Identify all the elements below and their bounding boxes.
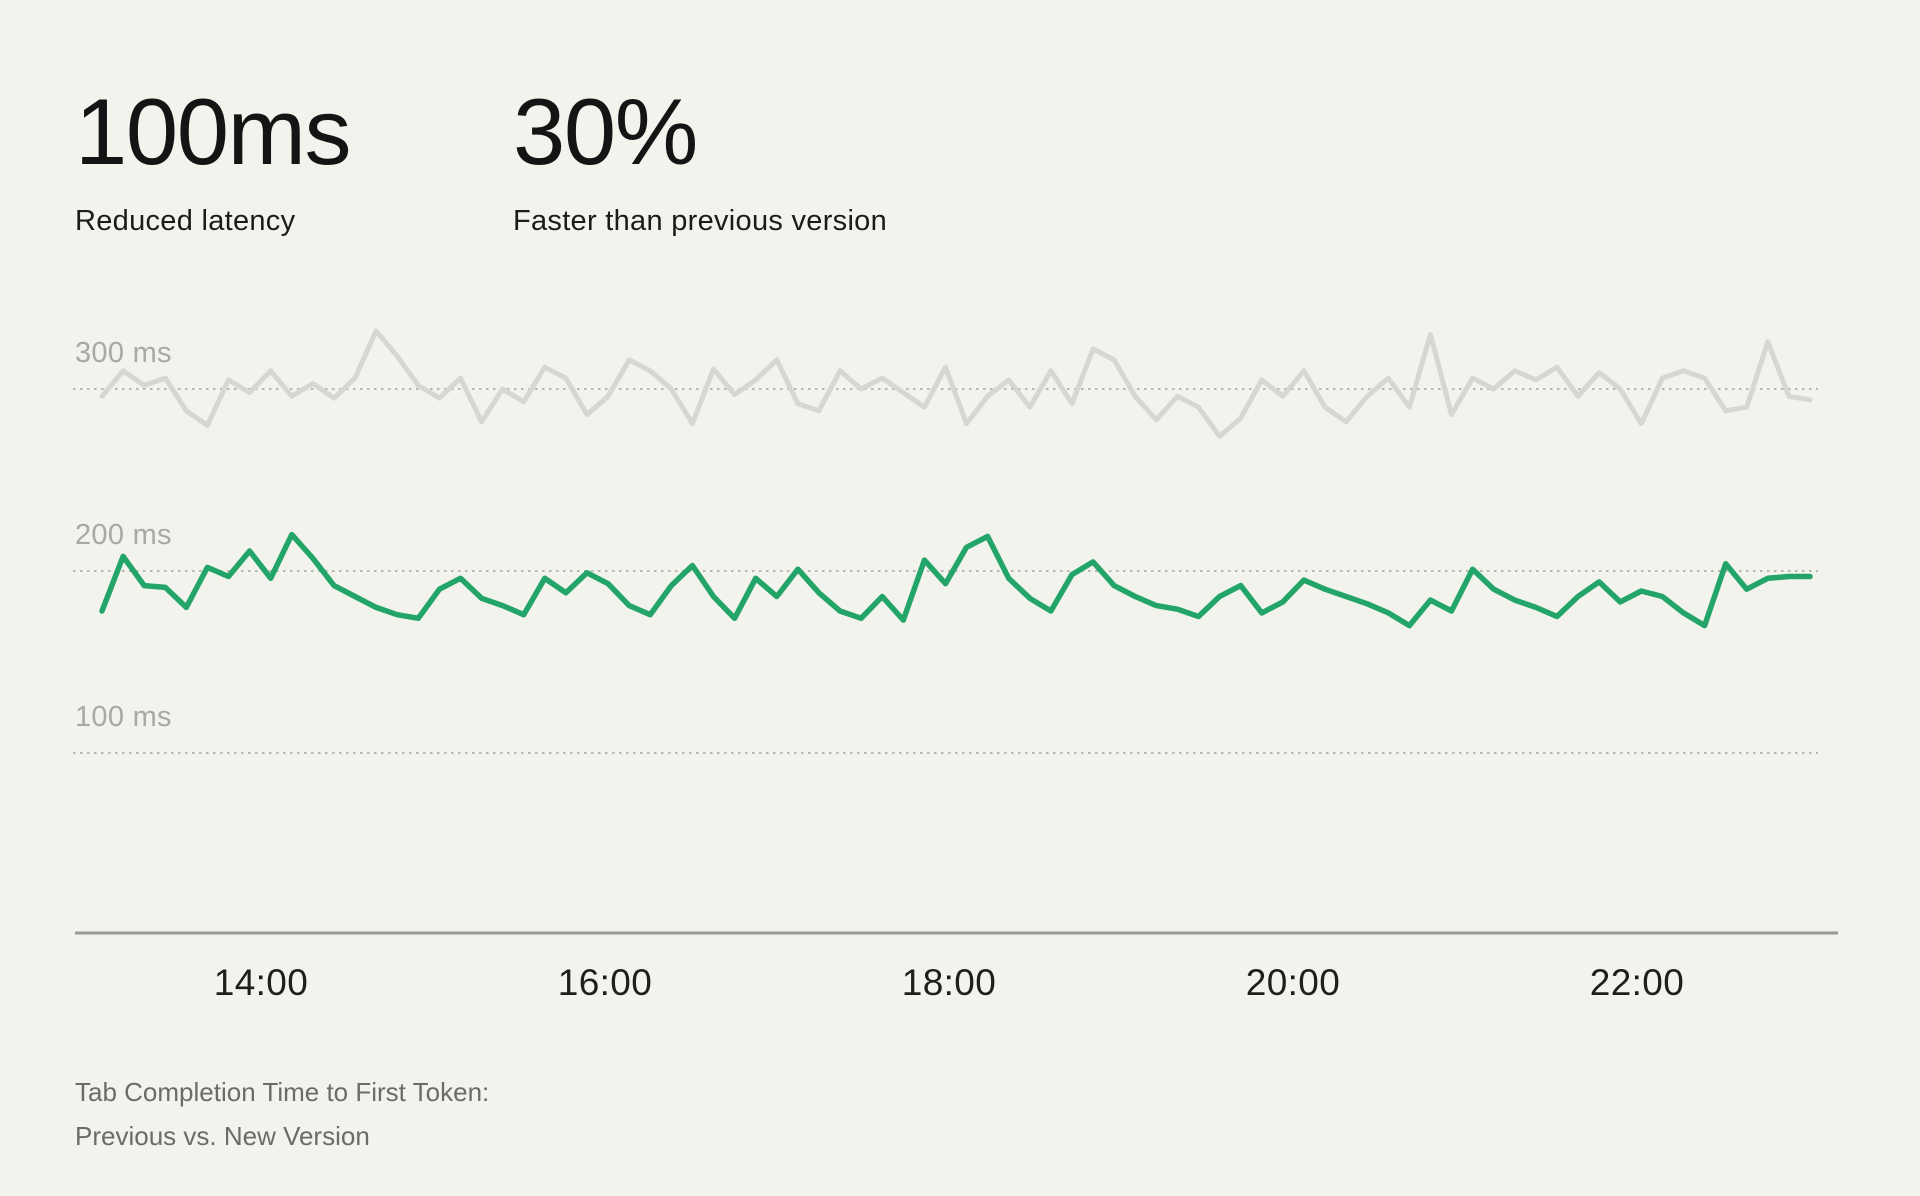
stat-label: Reduced latency (75, 205, 296, 237)
x-tick-label: 18:00 (901, 962, 997, 1003)
stat-label: Faster than previous version (513, 205, 888, 237)
x-tick-label: 16:00 (557, 962, 653, 1003)
chart-caption: Tab Completion Time to First Token: Prev… (75, 1070, 489, 1158)
y-tick-label: 100 ms (75, 701, 172, 733)
y-tick-label: 200 ms (75, 519, 172, 551)
new-version-line (99, 531, 1813, 629)
stat-faster-percentage: 30% Faster than previous version (513, 85, 887, 238)
previous-version-line (99, 328, 1813, 439)
x-tick-label: 22:00 (1589, 962, 1685, 1003)
stat-reduced-latency: 100ms Reduced latency (75, 79, 352, 238)
x-tick-label: 20:00 (1245, 962, 1341, 1003)
stat-value: 100ms (75, 79, 352, 184)
caption-line-2: Previous vs. New Version (75, 1121, 370, 1151)
stat-value: 30% (513, 79, 698, 184)
caption-line-1: Tab Completion Time to First Token: (75, 1077, 490, 1107)
x-tick-label: 14:00 (213, 962, 309, 1003)
y-tick-label: 300 ms (75, 337, 172, 369)
